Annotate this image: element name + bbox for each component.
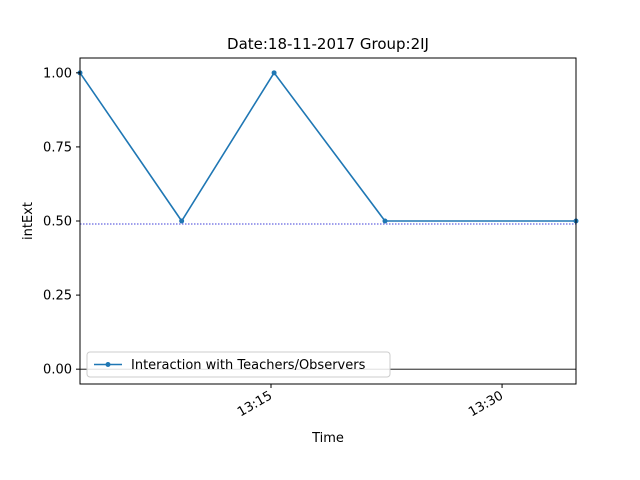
legend-box [86,351,391,378]
legend-marker-swatch [105,362,111,367]
y-axis-ticks: 0.00 0.25 0.50 0.75 1.00 [43,66,80,378]
x-axis-label: Time [311,431,344,446]
y-tick-label: 0.00 [43,363,72,378]
y-tick-label: 0.50 [43,215,72,230]
chart-title: Date:18-11-2017 Group:2IJ [227,35,429,53]
y-axis-label: intExt [21,202,36,240]
y-tick-label: 1.00 [43,66,72,81]
y-tick-label: 0.25 [43,289,72,304]
data-point [179,218,185,224]
legend-entry-label: Interaction with Teachers/Observers [131,358,366,373]
data-point [271,70,277,76]
data-point [382,218,388,224]
legend: Interaction with Teachers/Observers [86,351,391,378]
y-tick-label: 0.75 [43,140,72,155]
